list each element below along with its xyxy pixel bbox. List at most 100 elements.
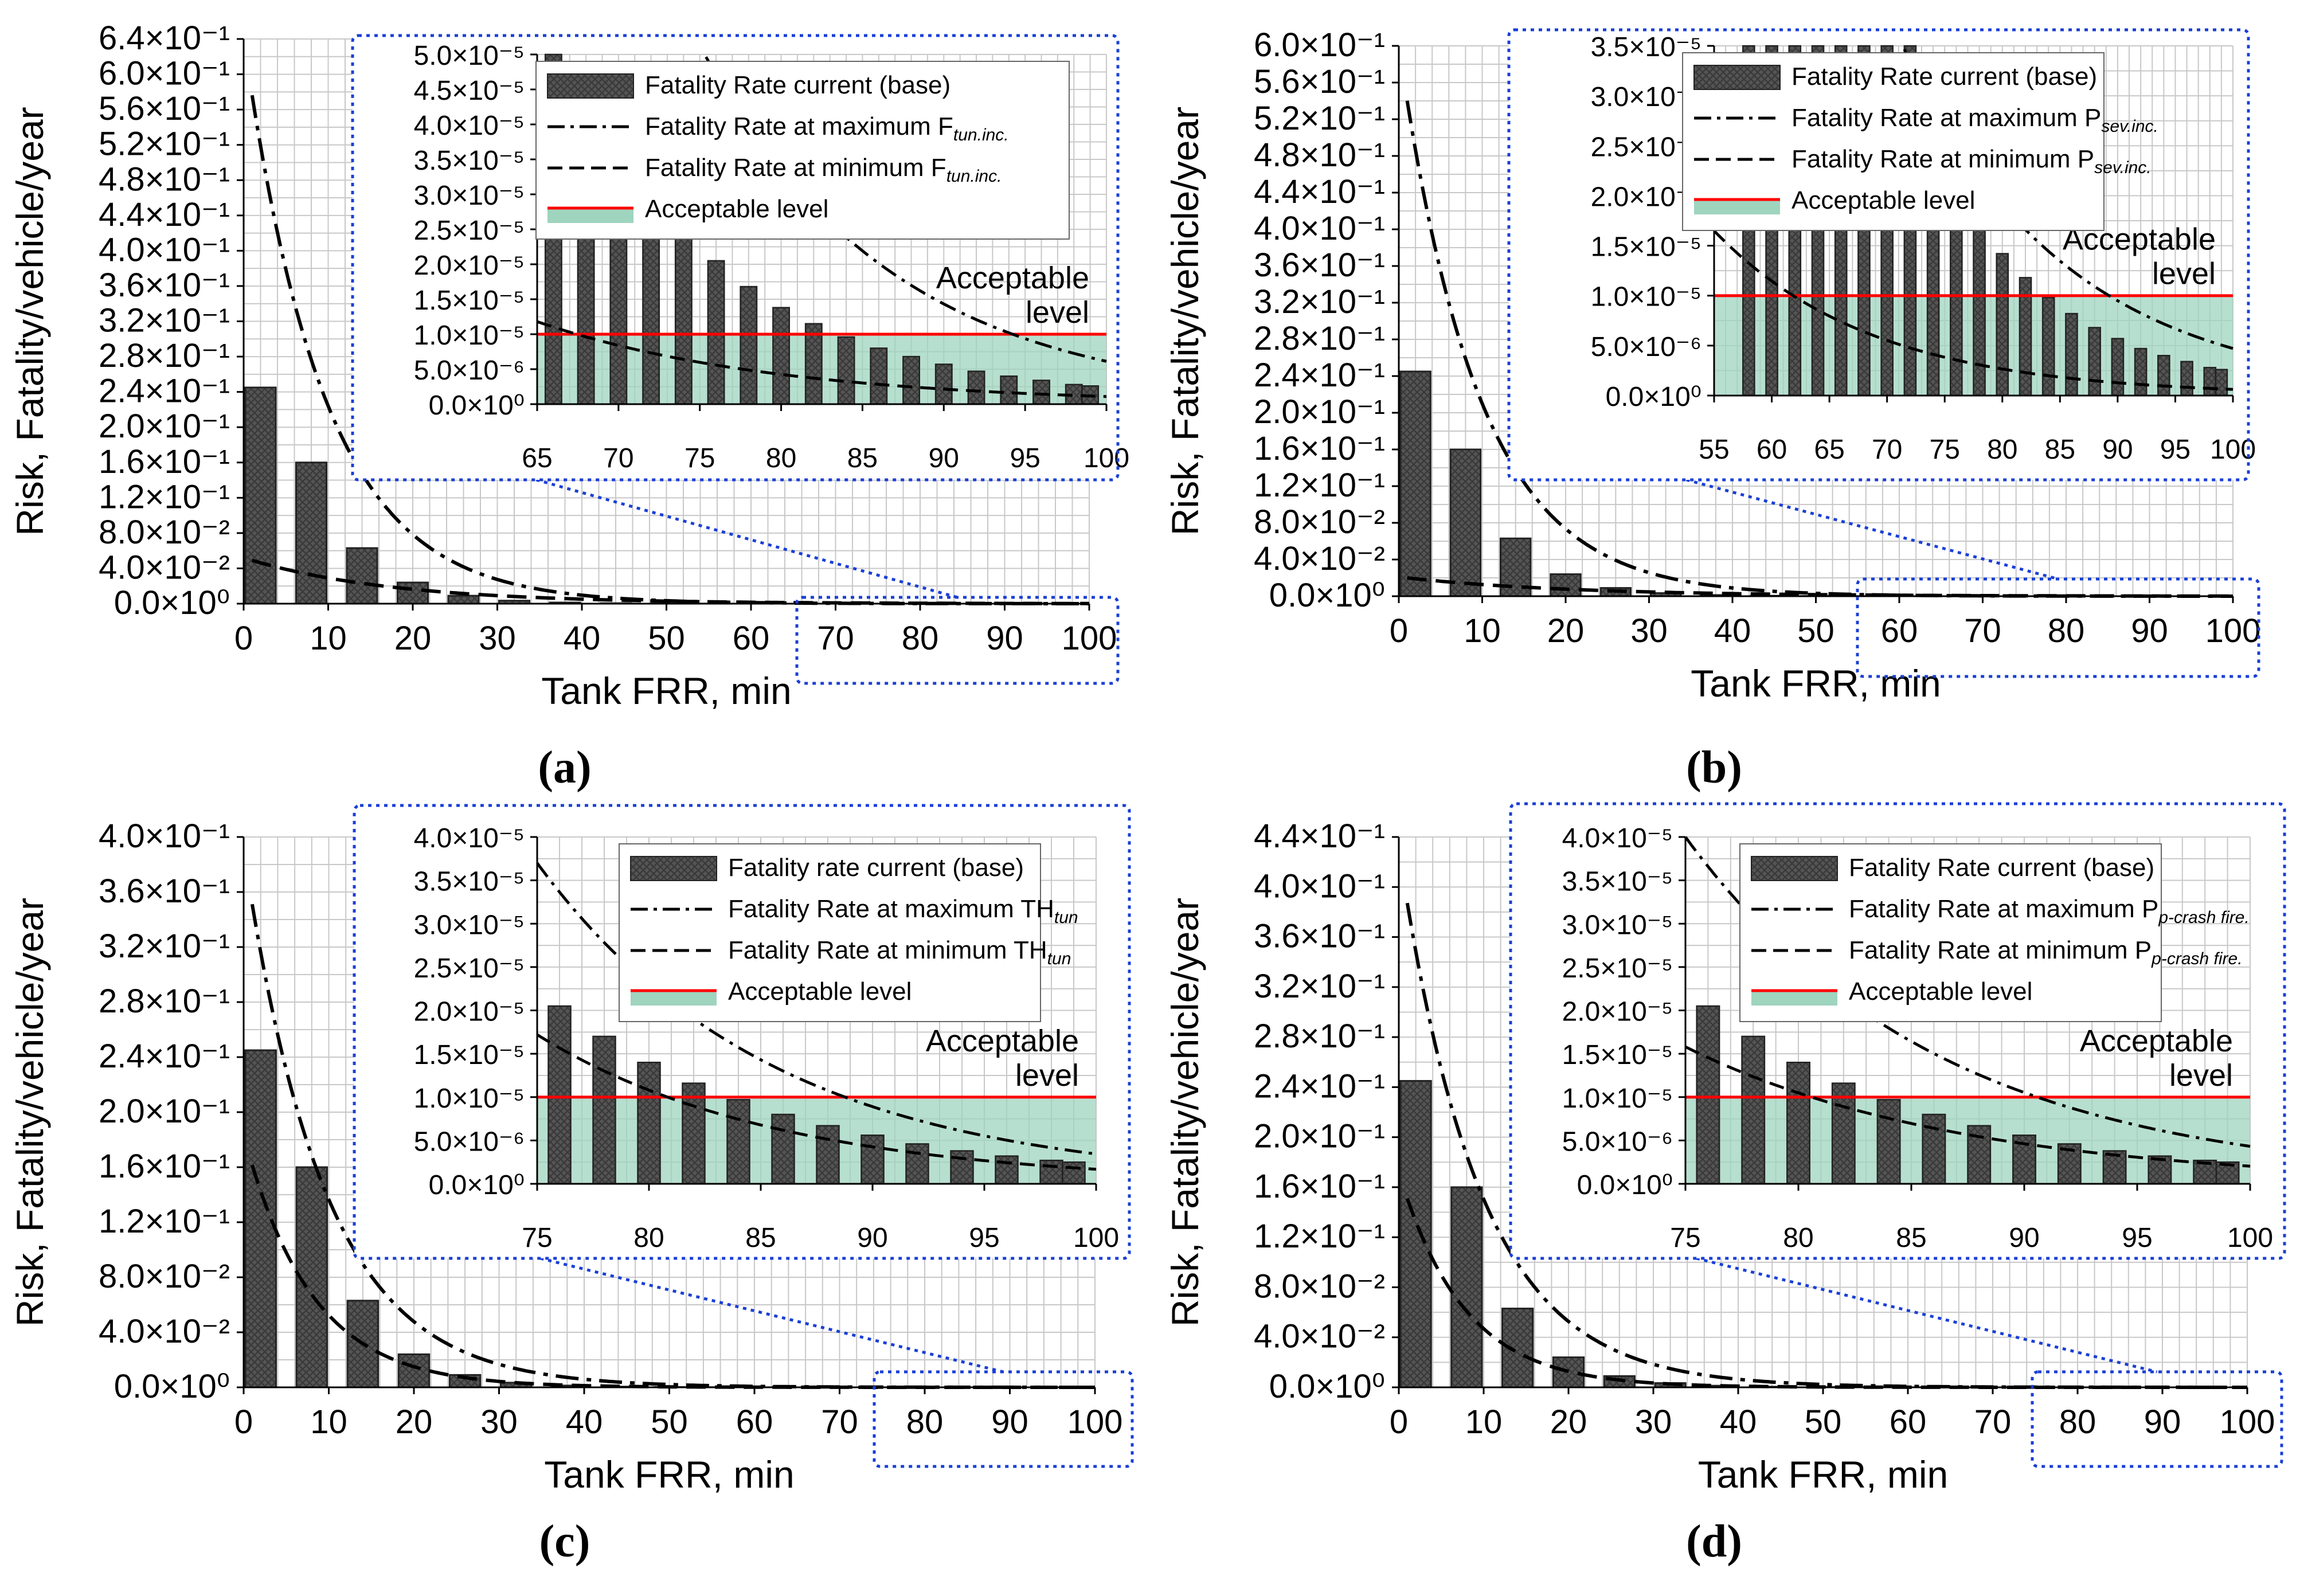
main-ytick-label: 4.0×10⁻¹ xyxy=(99,231,230,268)
main-ytick-label: 1.2×10⁻¹ xyxy=(99,478,230,515)
main-xtick-label: 20 xyxy=(1547,612,1585,650)
main-ytick-label: 2.0×10⁻¹ xyxy=(99,1093,230,1130)
inset-bar xyxy=(637,1062,661,1185)
zoom-region-box xyxy=(1856,577,2260,678)
chart-panel-d: 0 10 20 30 40 50 60 70 80 90 100 0.0×10⁰ 4.0×10⁻² 8.0… xyxy=(1164,802,2286,1567)
main-ytick-label: 3.6×10⁻¹ xyxy=(1254,247,1385,284)
main-ytick-label: 2.8×10⁻¹ xyxy=(99,983,230,1020)
main-ytick-label: 1.6×10⁻¹ xyxy=(1254,430,1385,467)
main-ytick-label: 4.0×10⁻¹ xyxy=(1254,210,1385,247)
main-ytick-label: 3.6×10⁻¹ xyxy=(99,873,230,910)
inset-frame xyxy=(351,34,1120,482)
legend-label-subscript: tun xyxy=(1054,908,1078,927)
main-ytick-label: 2.8×10⁻¹ xyxy=(1254,1018,1385,1055)
inset-ytick-label: 3.5×10⁻⁵ xyxy=(414,867,525,897)
inset-bar xyxy=(816,1125,840,1185)
inset-ytick-label: 4.0×10⁻⁵ xyxy=(414,111,525,141)
inset-xtick-label: 80 xyxy=(1987,435,2017,465)
main-xtick-label: 90 xyxy=(2131,612,2168,650)
legend-label-text: Acceptable level xyxy=(1792,186,1975,214)
inset-ytick-label: 0.0×10⁰ xyxy=(1577,1170,1673,1200)
inset-bar xyxy=(1032,380,1050,405)
main-ytick-label: 6.0×10⁻¹ xyxy=(1254,26,1385,64)
inset-bar xyxy=(1922,1113,1946,1185)
main-ytick-label: 2.4×10⁻¹ xyxy=(1254,357,1385,394)
main-xtick-label: 0 xyxy=(1390,1403,1408,1441)
main-ytick-label: 3.2×10⁻¹ xyxy=(99,928,230,965)
legend-label-text: Acceptable level xyxy=(645,195,828,223)
inset-bar xyxy=(1876,1099,1901,1185)
main-line-max xyxy=(250,95,1089,605)
panel-label: (d) xyxy=(1686,1516,1742,1567)
main-xtick-label: 80 xyxy=(902,620,939,657)
legend-swatch-acceptable-fill xyxy=(631,991,717,1006)
legend-swatch-bars xyxy=(1693,65,1781,90)
main-xtick-label: 80 xyxy=(2059,1403,2096,1441)
main-xtick-label: 70 xyxy=(821,1403,858,1441)
inset-ytick-label: 2.0×10⁻⁵ xyxy=(1562,997,1673,1027)
main-ytick-label: 5.6×10⁻¹ xyxy=(99,90,230,127)
inset-ytick-label: 5.0×10⁻⁶ xyxy=(1591,332,1701,362)
legend-label: Fatality Rate at minimum Ftun.inc. xyxy=(645,154,1002,186)
inset-bar xyxy=(837,336,855,405)
legend-label-text: Fatality Rate current (base) xyxy=(1849,854,2154,882)
main-xtick-label: 30 xyxy=(1630,612,1668,650)
main-bar xyxy=(295,1166,328,1388)
inset-bar xyxy=(1039,1159,1063,1185)
main-xtick-label: 60 xyxy=(1890,1403,1927,1441)
inset-xtick-label: 100 xyxy=(1073,1223,1119,1253)
main-xtick-label: 100 xyxy=(2205,612,2261,650)
main-y-axis-title: Risk, Fatality/vehicle/year xyxy=(9,107,51,535)
main-ytick-label: 8.0×10⁻² xyxy=(99,514,230,551)
main-bar xyxy=(346,547,378,605)
inset-bar xyxy=(905,1143,929,1185)
acceptable-label-line2: level xyxy=(2169,1058,2233,1093)
main-ytick-label: 0.0×10⁰ xyxy=(1269,1368,1385,1405)
main-xtick-label: 0 xyxy=(234,620,253,657)
inset-xtick-label: 55 xyxy=(1699,435,1729,465)
main-ytick-label: 4.4×10⁻¹ xyxy=(99,196,230,233)
inset-xtick-label: 75 xyxy=(1930,435,1960,465)
legend-label-subscript: tun.inc. xyxy=(953,126,1009,144)
inset-xtick-label: 95 xyxy=(969,1223,999,1253)
main-ytick-label: 3.6×10⁻¹ xyxy=(99,267,230,304)
panel-label: (c) xyxy=(539,1516,590,1567)
inset-bar xyxy=(860,1135,885,1185)
inset-ytick-label: 4.0×10⁻⁵ xyxy=(1562,823,1673,854)
legend-label: Fatality Rate at maximum Ftun.inc. xyxy=(645,112,1009,144)
main-xtick-label: 70 xyxy=(817,620,854,657)
inset-ytick-label: 1.0×10⁻⁵ xyxy=(1591,282,1701,312)
inset-bar xyxy=(934,363,953,405)
main-ytick-label: 0.0×10⁰ xyxy=(1269,577,1385,614)
main-ytick-label: 4.0×10⁻² xyxy=(99,1313,230,1350)
inset-bar xyxy=(1000,375,1018,405)
inset-ytick-label: 2.0×10⁻⁵ xyxy=(414,251,525,281)
inset-bar xyxy=(707,260,725,405)
inset-line-min xyxy=(536,1033,1097,1171)
legend-label-text: Fatality Rate at maximum P xyxy=(1792,104,2101,132)
inset-xtick-label: 95 xyxy=(2122,1223,2152,1253)
main-ytick-label: 1.2×10⁻¹ xyxy=(99,1203,230,1240)
inset-bar xyxy=(772,307,791,405)
inset-bar xyxy=(1062,1161,1086,1185)
acceptable-label-line2: level xyxy=(2152,257,2216,291)
main-xtick-label: 20 xyxy=(396,1403,433,1441)
main-xtick-label: 30 xyxy=(1635,1403,1672,1441)
main-xtick-label: 60 xyxy=(736,1403,773,1441)
legend-swatch-acceptable-fill xyxy=(1694,200,1780,214)
main-ytick-label: 2.8×10⁻¹ xyxy=(1254,320,1385,357)
main-ytick-label: 3.2×10⁻¹ xyxy=(99,302,230,339)
main-xtick-label: 50 xyxy=(648,620,685,657)
main-ytick-label: 2.0×10⁻¹ xyxy=(1254,393,1385,431)
main-xtick-label: 50 xyxy=(1797,612,1834,650)
legend-label-text: Fatality Rate at maximum F xyxy=(645,112,953,140)
legend-label-subscript: tun xyxy=(1047,949,1071,968)
inset-bar xyxy=(2111,338,2125,397)
inset-xtick-label: 100 xyxy=(2227,1223,2273,1253)
legend-label-text: Fatality Rate at maximum TH xyxy=(728,895,1054,923)
legend-label: Fatality Rate at minimum Psev.inc. xyxy=(1792,145,2152,177)
main-xtick-label: 50 xyxy=(651,1403,688,1441)
legend-label-subscript: tun.inc. xyxy=(946,167,1002,186)
inset-bar xyxy=(1696,1005,1720,1185)
legend-label-text: Fatality Rate current (base) xyxy=(1792,62,2097,91)
